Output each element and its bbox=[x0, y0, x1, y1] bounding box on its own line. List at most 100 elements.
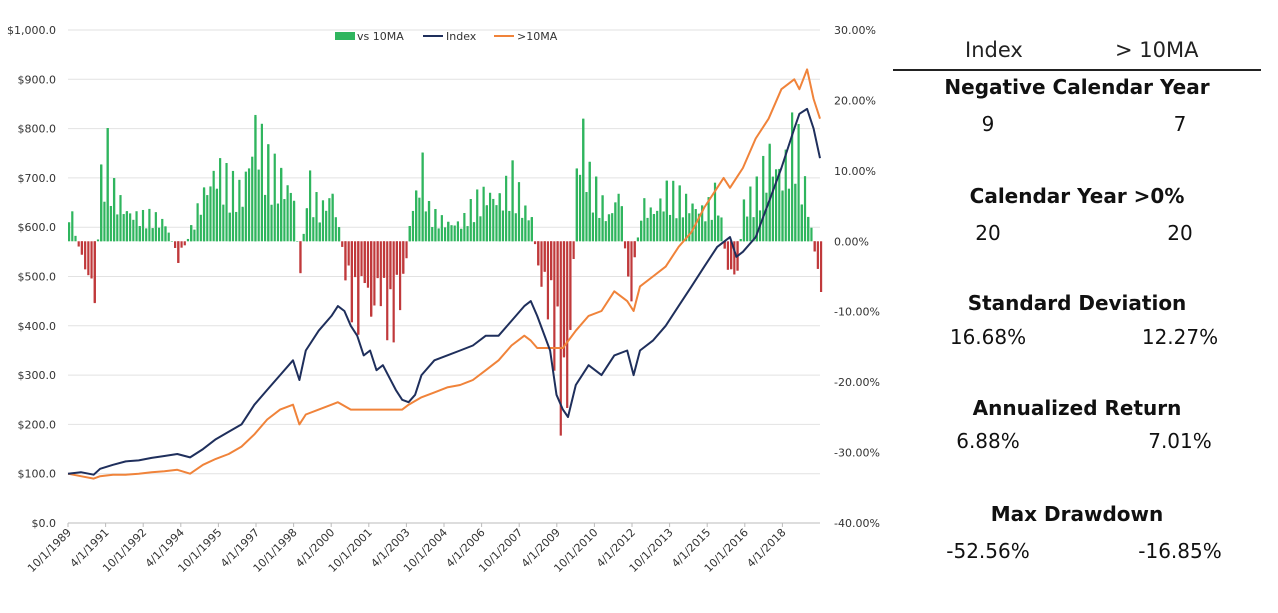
bar-vs-10ma bbox=[662, 211, 665, 242]
bar-vs-10ma bbox=[437, 228, 440, 242]
combo-chart: $0.0 $100.0 $200.0 $300.0 $400.0 $500.0 $600.0… bbox=[7, 24, 880, 575]
bar-vs-10ma bbox=[588, 162, 591, 242]
bar-vs-10ma bbox=[251, 156, 254, 242]
bar-vs-10ma bbox=[347, 241, 350, 266]
bar-vs-10ma bbox=[80, 241, 84, 255]
y-right-tick-label: 20.00% bbox=[834, 94, 876, 107]
bar-vs-10ma bbox=[807, 217, 810, 242]
stat-value-ma-std-dev: 12.27% bbox=[1141, 325, 1219, 349]
legend-label-ma: >10MA bbox=[517, 30, 558, 43]
y-right-tick-label: 0.00% bbox=[834, 235, 869, 248]
bar-vs-10ma bbox=[109, 205, 112, 242]
bar-vs-10ma bbox=[119, 195, 122, 242]
bar-vs-10ma bbox=[469, 199, 472, 242]
bar-vs-10ma bbox=[819, 241, 823, 293]
bar-vs-10ma bbox=[270, 204, 273, 242]
bar-vs-10ma bbox=[781, 190, 784, 242]
stat-value-index-annualized-return: 6.88% bbox=[956, 429, 1020, 453]
bar-vs-10ma bbox=[177, 241, 180, 263]
bar-vs-10ma bbox=[312, 217, 315, 242]
bar-vs-10ma bbox=[517, 182, 521, 242]
bar-vs-10ma bbox=[373, 241, 376, 306]
bar-vs-10ma bbox=[161, 218, 164, 242]
bar-vs-10ma bbox=[260, 123, 263, 242]
bar-vs-10ma bbox=[447, 221, 450, 242]
bar-vs-10ma bbox=[607, 214, 611, 242]
bar-vs-10ma bbox=[440, 215, 443, 242]
stat-value-index-positive-years: 20 bbox=[975, 221, 1001, 245]
bar-vs-10ma bbox=[321, 200, 325, 242]
bar-vs-10ma bbox=[141, 209, 145, 242]
y-right-tick-label: 30.00% bbox=[834, 24, 876, 37]
bar-vs-10ma bbox=[537, 241, 540, 266]
bar-vs-10ma bbox=[202, 187, 206, 242]
bar-vs-10ma bbox=[505, 175, 508, 242]
bar-vs-10ma bbox=[472, 222, 476, 242]
bar-vs-10ma bbox=[521, 217, 524, 242]
bar-vs-10ma bbox=[302, 233, 305, 242]
bar-vs-10ma bbox=[151, 228, 154, 242]
bar-vs-10ma bbox=[739, 238, 742, 242]
bar-vs-10ma bbox=[257, 169, 260, 242]
bar-vs-10ma bbox=[122, 214, 125, 242]
bar-vs-10ma bbox=[96, 239, 100, 242]
stat-value-ma-annualized-return: 7.01% bbox=[1148, 429, 1212, 453]
bar-vs-10ma bbox=[183, 241, 186, 246]
y-right-tick-label: -10.00% bbox=[834, 306, 880, 319]
bar-vs-10ma bbox=[540, 241, 543, 287]
bar-vs-10ma bbox=[668, 214, 672, 242]
bar-vs-10ma bbox=[569, 241, 572, 329]
bar-vs-10ma bbox=[125, 211, 129, 242]
y-left-tick-label: $1,000.0 bbox=[7, 24, 56, 37]
bar-vs-10ma bbox=[286, 185, 289, 242]
bar-vs-10ma bbox=[659, 198, 662, 242]
bar-vs-10ma bbox=[228, 212, 231, 242]
bar-vs-10ma bbox=[742, 199, 746, 242]
bar-vs-10ma bbox=[244, 171, 247, 242]
bar-vs-10ma bbox=[167, 232, 170, 242]
bar-vs-10ma bbox=[366, 241, 370, 288]
bar-vs-10ma bbox=[466, 226, 469, 242]
bar-vs-10ma bbox=[392, 241, 395, 343]
legend-swatch-vs-10ma bbox=[335, 32, 355, 40]
bar-vs-10ma bbox=[395, 241, 398, 275]
bar-vs-10ma bbox=[247, 168, 251, 242]
bar-vs-10ma bbox=[678, 185, 681, 242]
bar-vs-10ma bbox=[495, 205, 498, 242]
line-index bbox=[67, 107, 821, 476]
bar-vs-10ma bbox=[768, 143, 771, 242]
bar-vs-10ma bbox=[614, 202, 617, 242]
bar-vs-10ma bbox=[357, 241, 360, 335]
bar-vs-10ma bbox=[533, 241, 537, 245]
bar-vs-10ma bbox=[68, 222, 71, 242]
bar-vs-10ma bbox=[328, 198, 331, 242]
bar-vs-10ma bbox=[222, 204, 225, 242]
y-left-tick-label: $600.0 bbox=[18, 221, 57, 234]
bar-vs-10ma bbox=[681, 217, 684, 242]
bar-vs-10ma bbox=[720, 217, 723, 242]
bar-vs-10ma bbox=[382, 241, 386, 278]
bar-vs-10ma bbox=[289, 192, 292, 242]
stat-title-annualized-return: Annualized Return bbox=[972, 396, 1182, 420]
bar-vs-10ma bbox=[405, 241, 408, 259]
bar-vs-10ma bbox=[546, 241, 550, 320]
bar-vs-10ma bbox=[283, 199, 286, 242]
bar-vs-10ma bbox=[206, 195, 209, 242]
bar-vs-10ma bbox=[376, 241, 379, 279]
bar-vs-10ma bbox=[778, 168, 781, 242]
bar-vs-10ma bbox=[463, 212, 466, 242]
bar-vs-10ma bbox=[334, 217, 337, 242]
bar-vs-10ma bbox=[398, 241, 402, 311]
bar-vs-10ma bbox=[553, 241, 556, 371]
y-left-tick-label: $0.0 bbox=[32, 517, 57, 530]
bar-vs-10ma bbox=[193, 229, 196, 242]
y-right-tick-label: -40.00% bbox=[834, 517, 880, 530]
bar-vs-10ma bbox=[771, 176, 774, 242]
bar-vs-10ma bbox=[723, 241, 726, 249]
bar-vs-10ma bbox=[450, 225, 453, 242]
bar-vs-10ma bbox=[180, 241, 183, 248]
bar-vs-10ma bbox=[656, 210, 659, 242]
bar-vs-10ma bbox=[235, 211, 238, 242]
bar-vs-10ma bbox=[411, 210, 415, 242]
bar-vs-10ma bbox=[672, 180, 675, 242]
